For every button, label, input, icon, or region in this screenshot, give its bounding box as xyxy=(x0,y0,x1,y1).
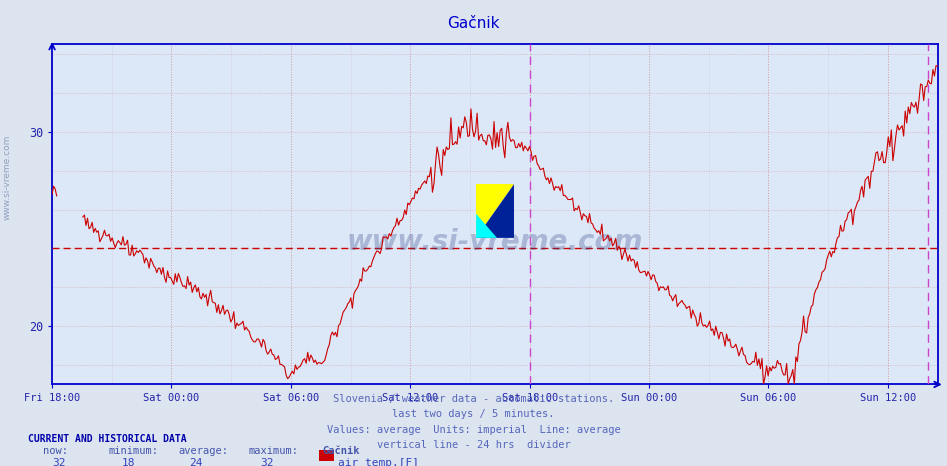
Text: www.si-vreme.com: www.si-vreme.com xyxy=(347,227,643,255)
Polygon shape xyxy=(476,214,497,238)
Text: average:: average: xyxy=(178,446,228,456)
Text: Gačnik: Gačnik xyxy=(322,446,360,456)
Text: 18: 18 xyxy=(121,458,134,466)
Text: 24: 24 xyxy=(189,458,203,466)
Text: 32: 32 xyxy=(52,458,65,466)
Text: maximum:: maximum: xyxy=(248,446,298,456)
Text: Gačnik: Gačnik xyxy=(447,16,500,31)
Text: www.si-vreme.com: www.si-vreme.com xyxy=(3,134,12,220)
Text: last two days / 5 minutes.: last two days / 5 minutes. xyxy=(392,409,555,419)
Text: CURRENT AND HISTORICAL DATA: CURRENT AND HISTORICAL DATA xyxy=(28,434,188,444)
Text: now:: now: xyxy=(43,446,67,456)
Text: vertical line - 24 hrs  divider: vertical line - 24 hrs divider xyxy=(377,440,570,450)
Text: minimum:: minimum: xyxy=(109,446,159,456)
Text: air temp.[F]: air temp.[F] xyxy=(338,458,420,466)
Polygon shape xyxy=(476,184,514,238)
Text: Slovenia / weather data - automatic stations.: Slovenia / weather data - automatic stat… xyxy=(333,394,614,404)
Text: Values: average  Units: imperial  Line: average: Values: average Units: imperial Line: av… xyxy=(327,425,620,434)
Polygon shape xyxy=(476,184,514,238)
Text: 32: 32 xyxy=(260,458,274,466)
